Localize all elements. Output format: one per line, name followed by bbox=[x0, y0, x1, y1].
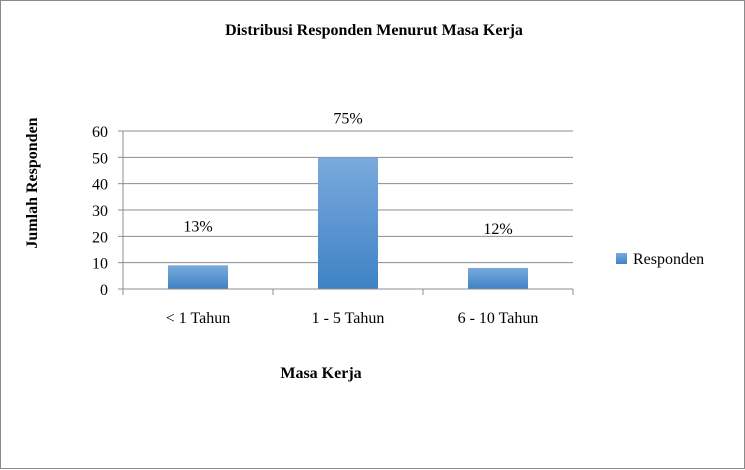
bar bbox=[468, 267, 528, 289]
y-tick-labels: 0 10 20 30 40 50 60 bbox=[92, 124, 108, 299]
y-tick-label: 40 bbox=[92, 177, 108, 194]
bars bbox=[168, 157, 528, 295]
data-labels: 13% 75% 12% bbox=[183, 110, 512, 238]
bar bbox=[168, 265, 228, 289]
y-tick-label: 60 bbox=[92, 124, 108, 141]
bar bbox=[318, 157, 378, 289]
chart-title: Distribusi Responden Menurut Masa Kerja bbox=[225, 22, 523, 39]
legend: Responden bbox=[616, 251, 704, 268]
x-tick-labels: < 1 Tahun 1 - 5 Tahun 6 - 10 Tahun bbox=[166, 310, 539, 327]
x-axis-label: Masa Kerja bbox=[280, 365, 361, 382]
y-tick-label: 0 bbox=[100, 282, 108, 299]
data-label: 75% bbox=[333, 110, 362, 127]
y-tick-label: 20 bbox=[92, 229, 108, 246]
legend-swatch bbox=[616, 253, 627, 264]
y-axis-label: Jumlah Responden bbox=[24, 117, 41, 248]
data-label: 12% bbox=[483, 221, 512, 238]
x-tick-label: 1 - 5 Tahun bbox=[312, 310, 385, 327]
data-label: 13% bbox=[183, 218, 212, 235]
x-tick-label: < 1 Tahun bbox=[166, 310, 231, 327]
axes bbox=[122, 131, 574, 295]
y-tick-label: 10 bbox=[92, 256, 108, 273]
x-tick-label: 6 - 10 Tahun bbox=[458, 310, 539, 327]
legend-label: Responden bbox=[633, 251, 704, 268]
y-tick-label: 50 bbox=[92, 150, 108, 167]
y-tick-label: 30 bbox=[92, 203, 108, 220]
